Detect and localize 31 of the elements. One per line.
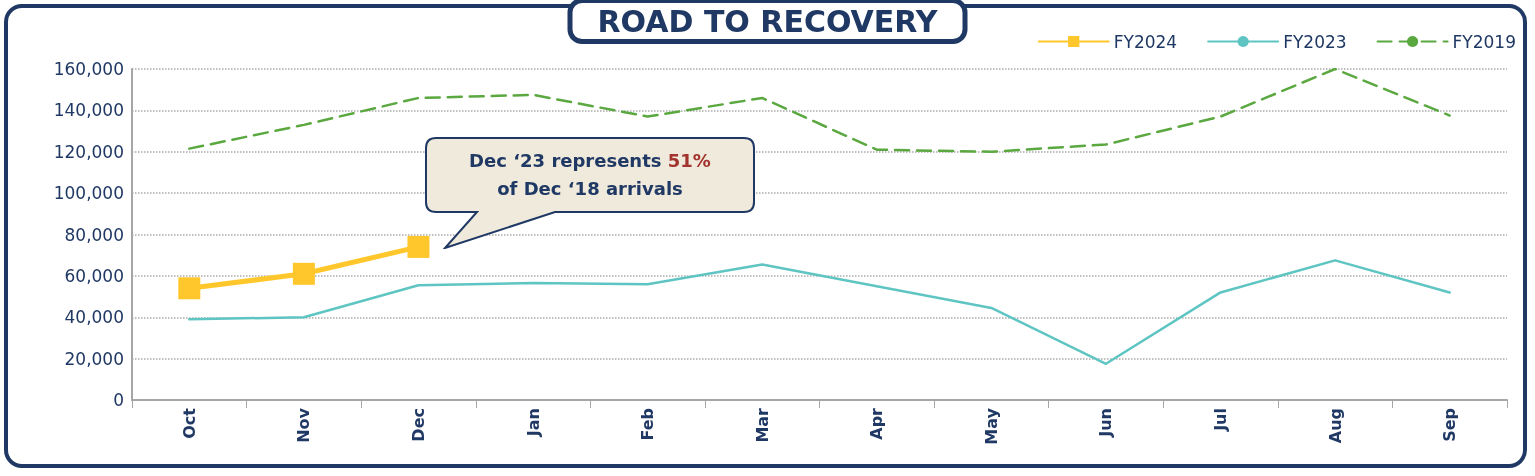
y-tick-label: 80,000: [64, 224, 124, 245]
y-tick-label: 140,000: [53, 100, 124, 121]
x-tick-label: Oct: [179, 407, 199, 439]
x-tick-label: Feb: [638, 408, 658, 441]
point: [178, 277, 201, 300]
x-tick-label: Nov: [294, 407, 314, 443]
x-tick-label: Dec: [408, 408, 428, 442]
y-tick-label: 100,000: [53, 183, 124, 204]
line-series: [188, 259, 1451, 366]
chart-title: ROAD TO RECOVERY: [597, 3, 939, 39]
y-tick-label: 120,000: [53, 141, 124, 162]
y-tick-label: 20,000: [64, 348, 124, 369]
y-tick-label: 0: [113, 390, 124, 410]
x-tick-label: Jul: [1211, 408, 1231, 432]
point: [292, 262, 315, 285]
legend-label: FY2019: [1452, 31, 1517, 52]
x-tick-label: May: [981, 407, 1001, 445]
legend-label: FY2024: [1113, 31, 1178, 52]
legend-label: FY2023: [1283, 31, 1347, 52]
x-tick-label: Jun: [1096, 408, 1116, 438]
line-series: [188, 67, 1451, 153]
y-tick-label: 160,000: [53, 59, 124, 79]
x-tick-label: Aug: [1325, 408, 1345, 444]
x-tick-label: Sep: [1440, 408, 1460, 442]
y-tick-label: 60,000: [64, 265, 124, 286]
speech-bubble: Dec ‘23 represents 51% of Dec ‘18 arrivals: [425, 137, 755, 249]
x-tick-label: Mar: [752, 407, 772, 443]
y-tick-label: 40,000: [64, 307, 124, 328]
x-tick-label: Jan: [523, 408, 543, 438]
x-tick-label: Apr: [867, 407, 887, 440]
point: [407, 235, 430, 258]
